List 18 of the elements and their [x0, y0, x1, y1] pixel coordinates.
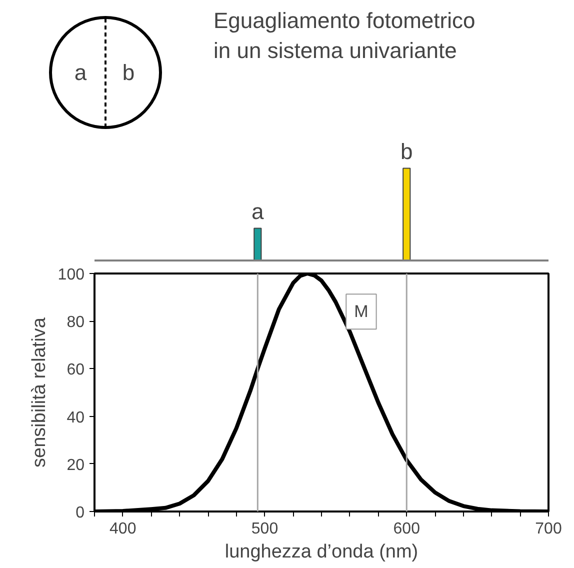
chart-title: Eguagliamento fotometrico in un sistema univariante	[214, 8, 476, 63]
y-axis-title: sensibilità relativa	[28, 317, 50, 468]
annotation: a	[252, 199, 265, 224]
y-tick-label: 60	[66, 362, 85, 379]
y-tick-label: 40	[66, 409, 85, 426]
x-tick-label: 500	[251, 520, 278, 538]
y-tick-label: 20	[66, 456, 85, 474]
x-tick-label: 700	[535, 520, 562, 538]
text: a	[74, 60, 88, 85]
x-tick-label: 600	[393, 520, 420, 538]
x-axis-title: lunghezza d’onda (nm)	[224, 542, 418, 562]
x-tick-label: 400	[110, 520, 136, 538]
annotation: M	[354, 302, 368, 322]
text: b	[122, 60, 135, 85]
y-tick-label: 100	[58, 266, 85, 284]
y-tick-label: 0	[76, 504, 85, 522]
y-tick-label: 80	[66, 314, 85, 332]
annotation: b	[400, 139, 413, 164]
